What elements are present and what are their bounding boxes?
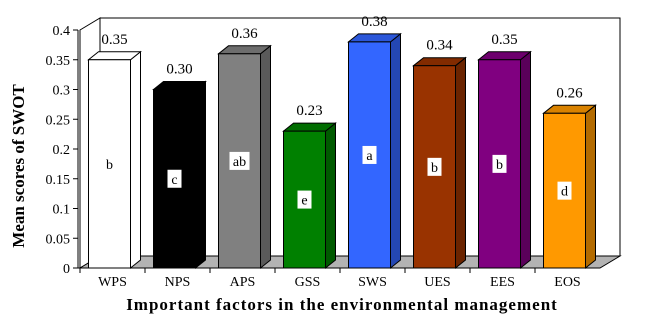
x-tick-label: APS bbox=[230, 275, 256, 290]
y-tick-label: 0.3 bbox=[53, 84, 71, 99]
bar-nps: 0.30 c bbox=[152, 62, 207, 270]
x-tick-label: SWS bbox=[358, 275, 387, 290]
data-label: 0.26 bbox=[556, 85, 583, 101]
bar-side bbox=[325, 122, 336, 270]
y-tick-label: 0.4 bbox=[53, 24, 71, 39]
group-letter: b bbox=[431, 161, 438, 176]
group-letter-box bbox=[362, 145, 377, 164]
bar-sws: 0.38 a bbox=[347, 14, 402, 270]
group-letter-box bbox=[492, 154, 507, 173]
group-letter: ab bbox=[233, 155, 246, 170]
bar-side bbox=[130, 50, 141, 270]
group-letter-box bbox=[557, 181, 572, 200]
data-label: 0.38 bbox=[361, 14, 387, 30]
group-letter: b bbox=[496, 158, 503, 173]
y-tick-label: 0.1 bbox=[53, 203, 71, 218]
x-tick-label: EES bbox=[490, 275, 515, 290]
bar-eos: 0.26 d bbox=[542, 85, 597, 270]
group-letter: e bbox=[301, 194, 307, 209]
bar-top bbox=[217, 45, 272, 55]
x-tick-label: WPS bbox=[98, 275, 127, 290]
bar-aps: 0.36 ab bbox=[217, 26, 272, 270]
bar-top bbox=[152, 81, 207, 90]
bar-side bbox=[390, 32, 401, 270]
y-tick-label: 0.05 bbox=[46, 232, 71, 247]
data-label: 0.34 bbox=[426, 38, 453, 54]
group-letter: a bbox=[366, 149, 373, 164]
x-tick-label: GSS bbox=[295, 275, 321, 290]
data-label: 0.23 bbox=[296, 103, 322, 119]
x-tick-label: EOS bbox=[554, 275, 580, 290]
y-axis: 0 0.05 0.1 0.15 0.2 0.25 0.3 0.35 0.4 bbox=[46, 24, 79, 277]
bar-top bbox=[412, 57, 467, 67]
bar-side bbox=[195, 80, 206, 270]
bar-top bbox=[87, 51, 142, 61]
y-tick-label: 0.25 bbox=[46, 113, 71, 128]
group-letter-box bbox=[167, 169, 182, 188]
bar-wps: 0.35 b bbox=[87, 32, 142, 270]
group-letter-box bbox=[427, 157, 442, 176]
bar-ees: 0.35 b bbox=[477, 32, 532, 270]
bar-gss: 0.23 e bbox=[282, 103, 337, 270]
bar-top bbox=[477, 51, 532, 61]
x-tick-label: UES bbox=[424, 275, 450, 290]
y-tick-label: 0.35 bbox=[46, 54, 71, 69]
data-label: 0.35 bbox=[491, 32, 517, 48]
group-letter: d bbox=[561, 185, 568, 200]
group-letter: c bbox=[171, 173, 177, 188]
y-axis-title: Mean scores of SWOT bbox=[9, 84, 28, 248]
group-letter-box bbox=[297, 190, 312, 209]
group-letter-box bbox=[229, 151, 250, 170]
data-label: 0.35 bbox=[101, 32, 127, 48]
bar-side bbox=[260, 44, 271, 270]
y-tick-label: 0.15 bbox=[46, 173, 71, 188]
bar-side bbox=[585, 104, 596, 270]
group-letter-box bbox=[102, 154, 117, 173]
bar-top bbox=[542, 104, 597, 114]
bar-ues: 0.34 b bbox=[412, 38, 467, 270]
x-tick-label: NPS bbox=[165, 275, 191, 290]
data-label: 0.30 bbox=[166, 62, 192, 78]
data-label: 0.36 bbox=[231, 26, 258, 42]
bar-front bbox=[413, 65, 456, 269]
bar-side bbox=[520, 50, 531, 270]
bars: 0.35 b 0.30 c 0.36 ab 0.23 e 0.38 a 0.34 b 0.35 b 0.26… bbox=[87, 14, 597, 270]
group-letter: b bbox=[106, 158, 113, 173]
bar-top bbox=[347, 33, 402, 43]
x-axis-title: Important factors in the environmental m… bbox=[126, 295, 558, 314]
x-axis: WPS NPS APS GSS SWS UES EES EOS bbox=[78, 267, 600, 290]
y-tick-label: 0.2 bbox=[53, 143, 71, 158]
bar-top bbox=[282, 122, 337, 132]
y-tick-label: 0 bbox=[63, 262, 70, 277]
bar-side bbox=[455, 56, 466, 270]
